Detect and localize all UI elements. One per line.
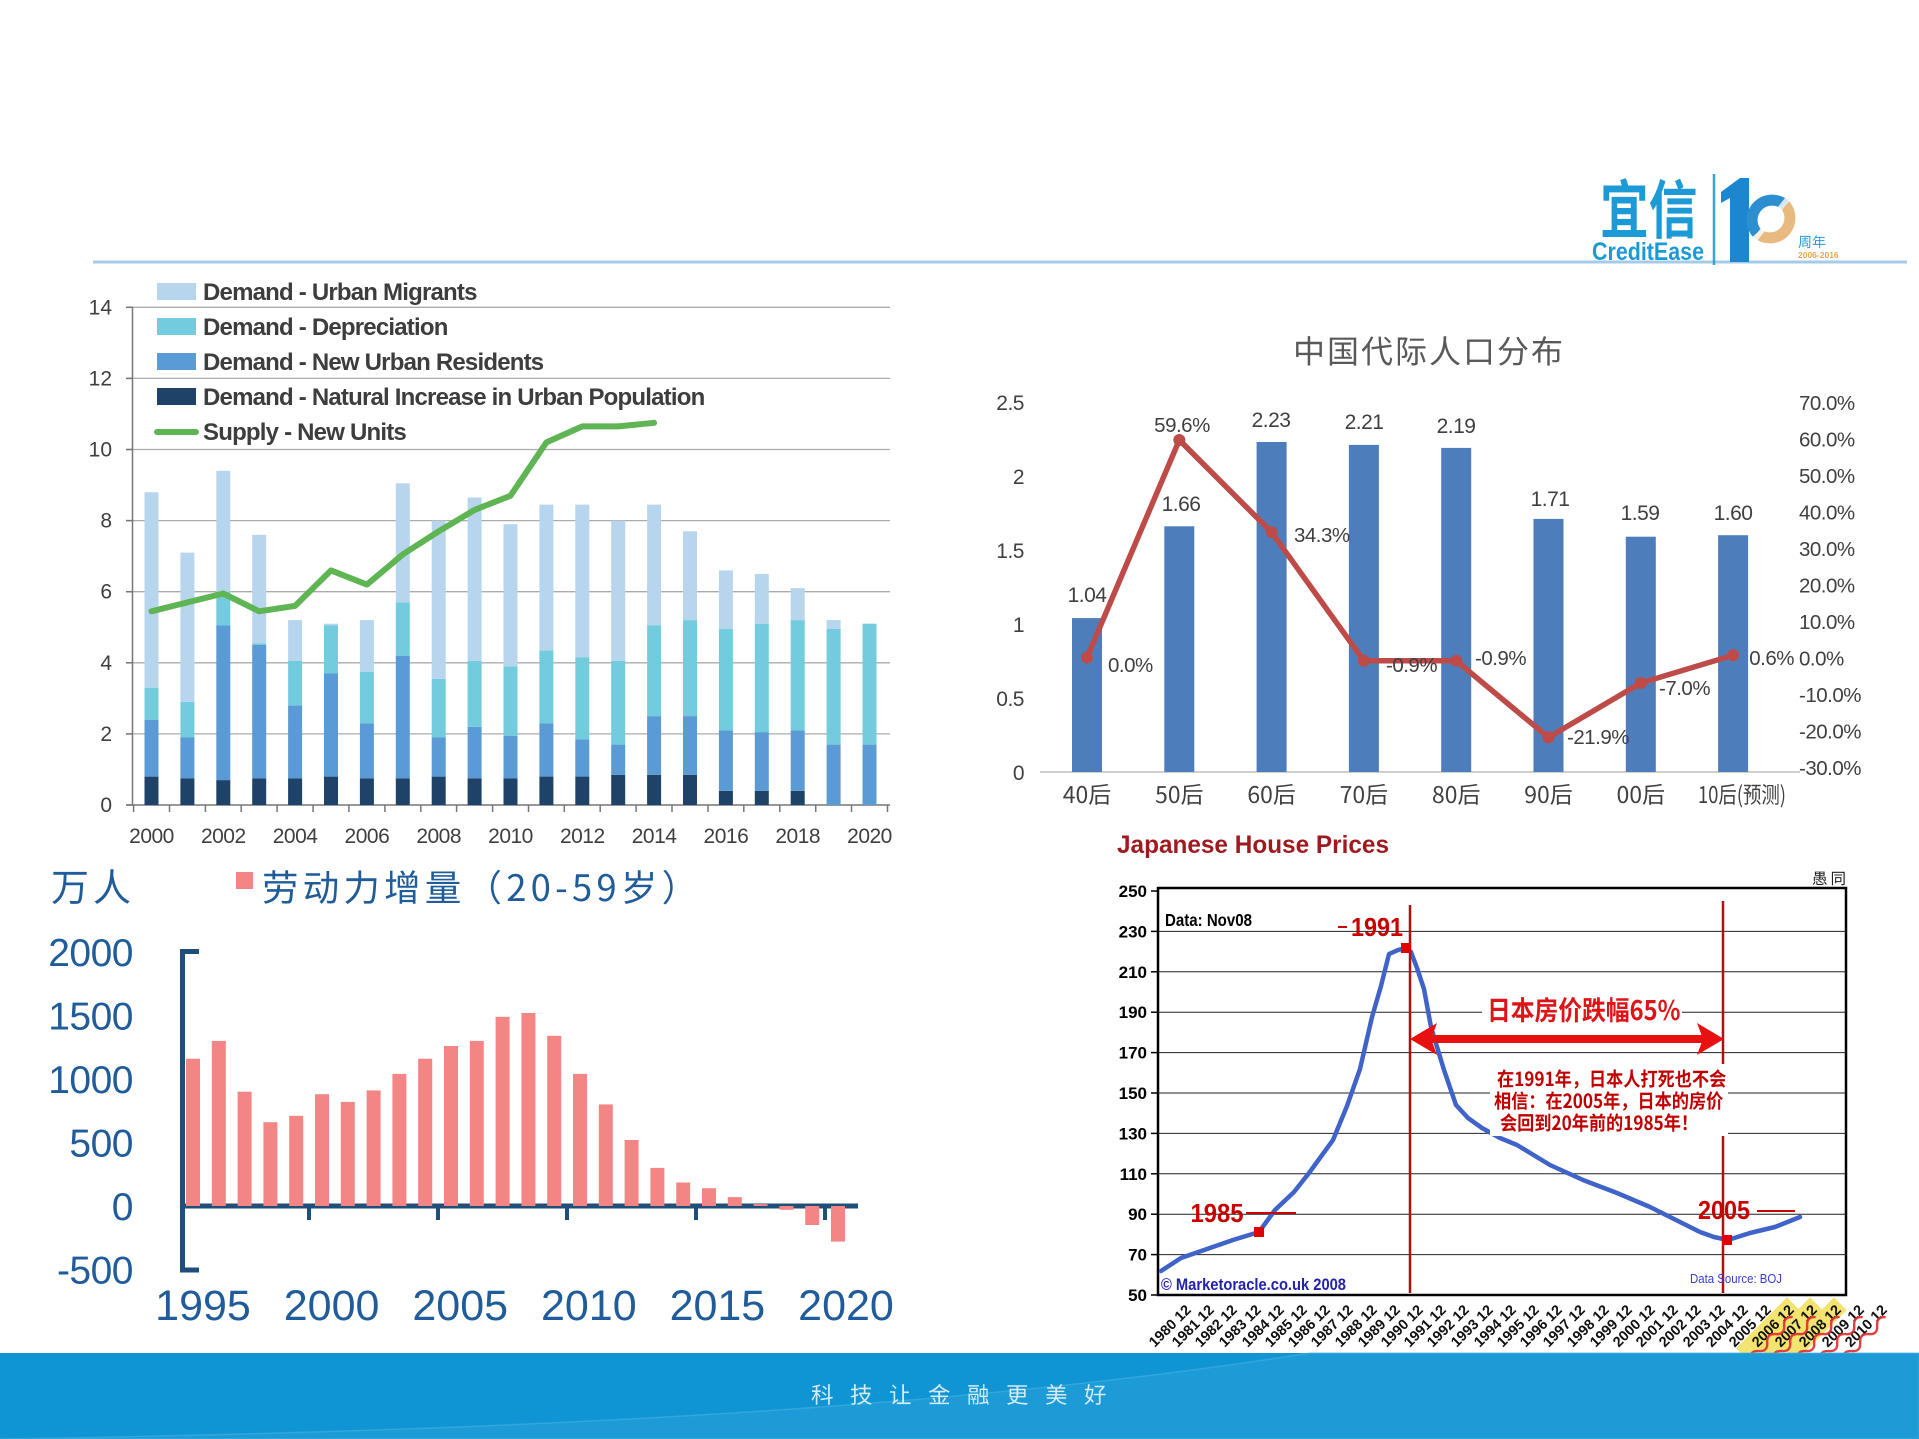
- svg-text:2000: 2000: [284, 1282, 380, 1330]
- svg-text:70.0%: 70.0%: [1799, 392, 1855, 415]
- svg-text:1000: 1000: [48, 1059, 133, 1102]
- svg-text:-10.0%: -10.0%: [1799, 684, 1861, 707]
- svg-text:1995: 1995: [155, 1282, 251, 1330]
- svg-text:2: 2: [1013, 466, 1024, 489]
- svg-text:2: 2: [100, 723, 112, 746]
- svg-text:Demand - Depreciation: Demand - Depreciation: [203, 314, 448, 341]
- svg-text:2005: 2005: [412, 1282, 508, 1330]
- svg-text:250: 250: [1119, 882, 1147, 901]
- svg-text:2010: 2010: [541, 1282, 637, 1330]
- svg-text:150: 150: [1119, 1084, 1147, 1103]
- svg-text:20.0%: 20.0%: [1799, 575, 1855, 598]
- svg-text:230: 230: [1119, 922, 1147, 941]
- svg-text:-7.0%: -7.0%: [1659, 677, 1710, 700]
- svg-text:170: 170: [1119, 1044, 1147, 1063]
- svg-text:210: 210: [1119, 963, 1147, 982]
- svg-text:10.0%: 10.0%: [1799, 611, 1855, 634]
- svg-text:50: 50: [1128, 1286, 1147, 1305]
- svg-text:1.71: 1.71: [1531, 488, 1570, 511]
- svg-text:-20.0%: -20.0%: [1799, 721, 1861, 744]
- svg-text:Demand - Natural Increase in U: Demand - Natural Increase in Urban Popul…: [203, 384, 705, 411]
- svg-text:1.60: 1.60: [1714, 502, 1753, 525]
- svg-text:0: 0: [112, 1186, 133, 1229]
- svg-text:59.6%: 59.6%: [1154, 414, 1210, 437]
- svg-text:2008: 2008: [416, 825, 461, 848]
- svg-text:1.04: 1.04: [1068, 584, 1108, 607]
- svg-text:10: 10: [89, 439, 112, 462]
- svg-text:70: 70: [1128, 1246, 1147, 1265]
- svg-text:2.19: 2.19: [1437, 415, 1476, 438]
- svg-text:Data Source: BOJ: Data Source: BOJ: [1690, 1272, 1782, 1286]
- svg-text:2002: 2002: [201, 825, 246, 848]
- svg-text:2.23: 2.23: [1252, 409, 1291, 432]
- svg-text:12: 12: [89, 367, 112, 390]
- svg-text:Demand - Urban Migrants: Demand - Urban Migrants: [203, 279, 477, 306]
- svg-text:Supply - New Units: Supply - New Units: [203, 419, 406, 446]
- svg-text:110: 110: [1120, 1165, 1147, 1184]
- svg-text:1985: 1985: [1191, 1198, 1244, 1228]
- svg-text:-0.9%: -0.9%: [1475, 647, 1526, 670]
- svg-text:2020: 2020: [798, 1282, 894, 1330]
- svg-text:2016: 2016: [704, 825, 749, 848]
- svg-text:40.0%: 40.0%: [1799, 502, 1855, 525]
- svg-text:190: 190: [1119, 1003, 1147, 1022]
- svg-text:0.5: 0.5: [996, 688, 1024, 711]
- svg-text:500: 500: [69, 1123, 133, 1166]
- svg-text:2000: 2000: [48, 932, 133, 975]
- svg-text:Data: Nov08: Data: Nov08: [1165, 910, 1252, 930]
- svg-text:2005: 2005: [1698, 1195, 1750, 1225]
- svg-text:2018: 2018: [775, 825, 820, 848]
- svg-text:© Marketoracle.co.uk 2008: © Marketoracle.co.uk 2008: [1161, 1275, 1346, 1294]
- svg-text:Japanese House Prices: Japanese House Prices: [1117, 831, 1389, 859]
- svg-text:0: 0: [100, 794, 112, 817]
- svg-text:14: 14: [89, 296, 113, 319]
- svg-text:-500: -500: [57, 1250, 133, 1293]
- svg-text:60.0%: 60.0%: [1799, 429, 1855, 452]
- svg-text:1.5: 1.5: [996, 540, 1024, 563]
- svg-text:130: 130: [1119, 1124, 1147, 1143]
- svg-text:-0.9%: -0.9%: [1386, 654, 1437, 677]
- svg-text:0.0%: 0.0%: [1108, 654, 1153, 677]
- svg-text:6: 6: [100, 581, 112, 604]
- svg-text:2006-2016: 2006-2016: [1798, 250, 1839, 260]
- svg-text:4: 4: [100, 652, 112, 675]
- svg-text:34.3%: 34.3%: [1294, 524, 1350, 547]
- svg-text:2010: 2010: [488, 825, 533, 848]
- svg-text:-21.9%: -21.9%: [1567, 726, 1629, 749]
- svg-text:0.0%: 0.0%: [1799, 648, 1844, 671]
- svg-text:1.66: 1.66: [1162, 493, 1201, 516]
- svg-text:2.5: 2.5: [996, 392, 1024, 415]
- svg-text:2020: 2020: [847, 825, 892, 848]
- svg-text:2014: 2014: [632, 825, 678, 848]
- svg-text:2006: 2006: [345, 825, 390, 848]
- svg-text:1500: 1500: [48, 996, 133, 1039]
- svg-text:2015: 2015: [670, 1282, 766, 1330]
- svg-text:CreditEase: CreditEase: [1592, 238, 1704, 266]
- svg-text:0.6%: 0.6%: [1749, 647, 1794, 670]
- svg-text:2012: 2012: [560, 825, 605, 848]
- svg-text:90: 90: [1128, 1205, 1147, 1224]
- svg-text:50.0%: 50.0%: [1799, 465, 1855, 488]
- svg-text:30.0%: 30.0%: [1799, 538, 1855, 561]
- svg-text:Demand - New Urban Residents: Demand - New Urban Residents: [203, 349, 544, 376]
- svg-text:0: 0: [1013, 762, 1024, 785]
- svg-text:1991: 1991: [1351, 912, 1403, 942]
- svg-text:-30.0%: -30.0%: [1799, 757, 1861, 780]
- svg-text:1: 1: [1013, 614, 1024, 637]
- svg-text:2004: 2004: [273, 825, 319, 848]
- svg-text:1.59: 1.59: [1621, 502, 1660, 525]
- svg-text:2000: 2000: [129, 825, 174, 848]
- svg-text:2.21: 2.21: [1345, 411, 1384, 434]
- svg-text:8: 8: [100, 510, 112, 533]
